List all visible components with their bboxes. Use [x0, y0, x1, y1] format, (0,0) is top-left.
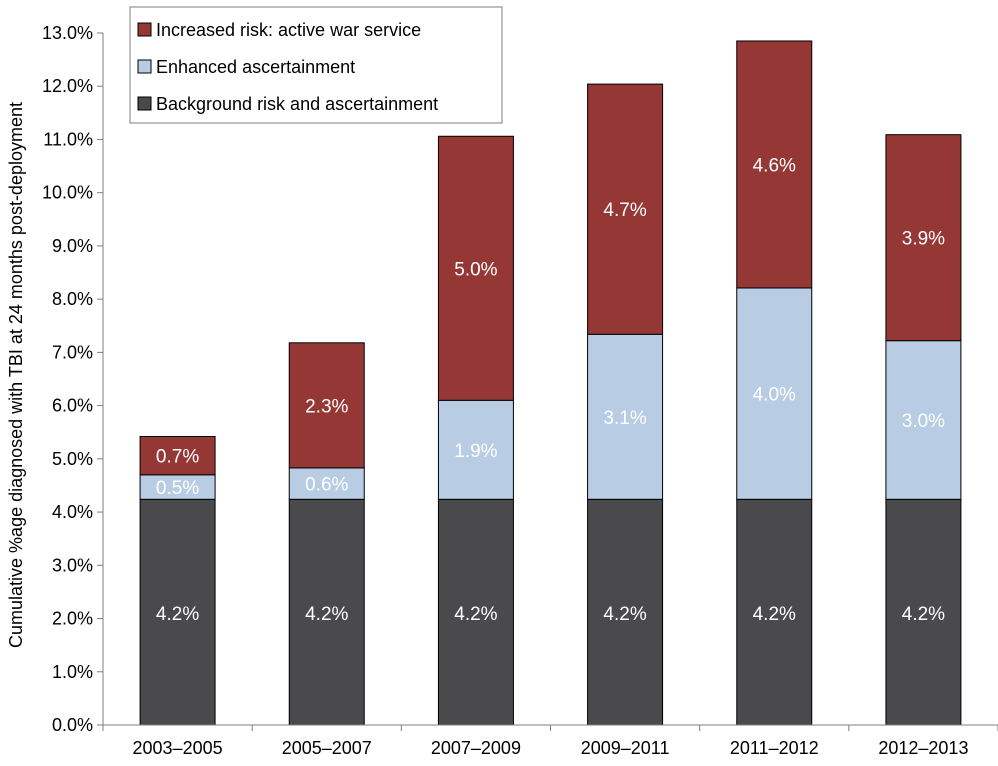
- axes: [102, 33, 998, 726]
- y-tick-label: 0.0%: [52, 715, 93, 735]
- legend-swatch: [137, 96, 152, 111]
- y-tick-label: 3.0%: [52, 555, 93, 575]
- bar-segment-2-3: [587, 83, 664, 335]
- y-axis-ticks: 0.0% 1.0% 2.0% 3.0% 4.0% 5.0% 6.0% 7.0% 8.0% 9.0%…: [42, 23, 103, 735]
- bar-value-label: 0.5%: [156, 478, 199, 499]
- bar-segment-1-3: [587, 333, 664, 500]
- y-tick-label: 11.0%: [43, 129, 93, 149]
- x-axis-ticks: 2003–2005 2005–2007 2007–2009 2009–2011 2011…: [102, 725, 998, 758]
- bar-value-label: 4.7%: [603, 200, 646, 221]
- bar-value-label: 4.2%: [305, 604, 348, 625]
- bar-segment-1-4: [736, 287, 813, 500]
- bar-series: 4.2% 0.5% 0.7% 4.2% 0.6% 2.3% 4.2% 1.9% 5.0% 4.2%…: [139, 40, 962, 726]
- bar-segment-0-0: [139, 498, 216, 726]
- bar-segment-0-1: [288, 498, 365, 726]
- bar-segment-1-2: [437, 399, 514, 500]
- y-tick-label: 8.0%: [52, 289, 93, 309]
- bar-segment-0-2: [437, 498, 514, 726]
- bar-segment-1-1: [288, 467, 365, 500]
- bar-value-label: 3.0%: [902, 411, 945, 432]
- y-tick-label: 7.0%: [52, 342, 93, 362]
- bar-value-label: 3.9%: [902, 229, 945, 250]
- bar-segment-2-4: [736, 40, 813, 289]
- bar-value-label: 0.7%: [156, 447, 199, 468]
- bar-value-label: 4.2%: [156, 604, 199, 625]
- legend-box: [129, 6, 503, 124]
- bar-value-label: 5.0%: [454, 259, 497, 280]
- legend-label: Background risk and ascertainment: [156, 94, 438, 114]
- y-tick-label: 4.0%: [52, 502, 93, 522]
- x-tick-label: 2012–2013: [878, 738, 968, 758]
- y-tick-label: 6.0%: [52, 396, 93, 416]
- legend-label: Enhanced ascertainment: [156, 57, 355, 77]
- bar-value-label: 3.1%: [603, 408, 646, 429]
- bar-value-label: 4.0%: [753, 385, 796, 406]
- y-tick-label: 9.0%: [52, 236, 93, 256]
- x-tick-label: 2009–2011: [581, 738, 670, 758]
- legend-swatch: [137, 22, 152, 37]
- bar-value-label: 1.9%: [454, 441, 497, 462]
- y-axis-title-group: Cumulative %age diagnosed with TBI at 24…: [6, 102, 26, 648]
- y-tick-label: 2.0%: [52, 609, 93, 629]
- bar-segment-0-5: [885, 498, 962, 726]
- x-tick-label: 2007–2009: [431, 738, 521, 758]
- bar-value-label: 4.2%: [454, 604, 497, 625]
- y-tick-label: 10.0%: [42, 183, 93, 203]
- legend-swatch: [137, 59, 152, 74]
- x-tick-label: 2005–2007: [282, 738, 372, 758]
- bar-segment-0-3: [587, 498, 664, 726]
- legend: Increased risk: active war service Enhanc…: [129, 6, 503, 124]
- y-tick-label: 1.0%: [52, 662, 93, 682]
- bar-value-label: 2.3%: [305, 396, 348, 417]
- y-tick-label: 5.0%: [52, 449, 93, 469]
- bar-segment-2-2: [437, 135, 514, 401]
- bar-segment-2-0: [139, 435, 216, 476]
- bar-value-label: 4.2%: [902, 604, 945, 625]
- x-tick-label: 2011–2012: [730, 738, 819, 758]
- bar-segment-2-1: [288, 342, 365, 469]
- y-axis-title: Cumulative %age diagnosed with TBI at 24…: [6, 102, 26, 648]
- bar-segment-1-0: [139, 474, 216, 500]
- x-tick-label: 2003–2005: [133, 738, 223, 758]
- bar-segment-2-5: [885, 134, 962, 342]
- bar-value-label: 0.6%: [305, 475, 348, 496]
- bar-value-label: 4.2%: [753, 604, 796, 625]
- bar-segment-1-5: [885, 340, 962, 500]
- legend-label: Increased risk: active war service: [156, 20, 421, 40]
- bar-value-label: 4.2%: [603, 604, 646, 625]
- bar-value-label: 4.6%: [753, 155, 796, 176]
- y-tick-label: 12.0%: [42, 76, 93, 96]
- y-tick-label: 13.0%: [42, 23, 93, 43]
